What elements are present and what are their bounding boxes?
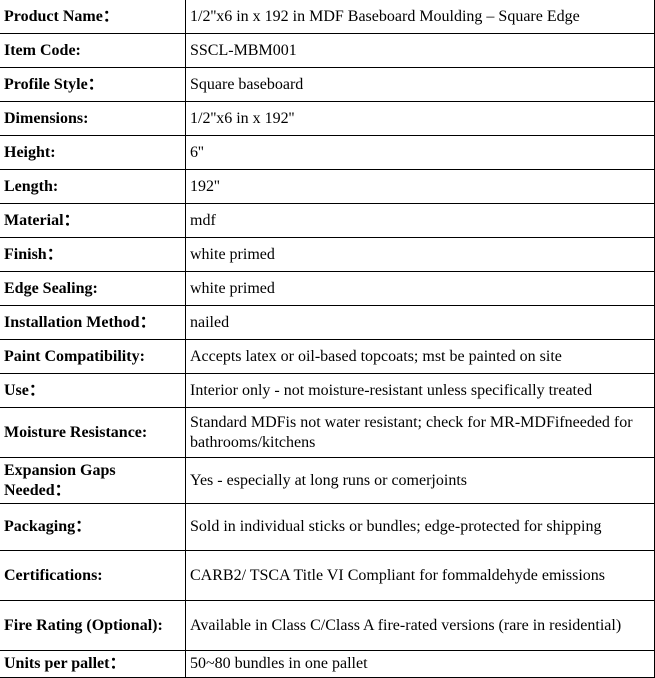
spec-value: Accepts latex or oil-based topcoats; mst… (185, 339, 655, 374)
spec-value: 1/2''x6 in x 192 in MDF Baseboard Mouldi… (185, 0, 655, 34)
spec-row: Units per pallet： 50~80 bundles in one pa… (0, 650, 655, 678)
spec-label: Units per pallet： (0, 650, 186, 678)
spec-label: Length: (0, 169, 186, 204)
spec-row: Use： Interior only - not moisture-resista… (0, 373, 655, 408)
spec-label: Fire Rating (Optional): (0, 600, 186, 651)
spec-label: Profile Style： (0, 67, 186, 102)
spec-value: CARB2/ TSCA Title VI Compliant for fomma… (185, 550, 655, 601)
spec-value: Square baseboard (185, 67, 655, 102)
spec-value: mdf (185, 203, 655, 238)
spec-value: nailed (185, 305, 655, 340)
spec-row: Expansion Gaps Needed： Yes - especially a… (0, 457, 655, 504)
spec-value: white primed (185, 237, 655, 272)
spec-row: Dimensions: 1/2''x6 in x 192'' (0, 101, 655, 136)
spec-label: Installation Method： (0, 305, 186, 340)
spec-row: Product Name： 1/2''x6 in x 192 in MDF Bas… (0, 0, 655, 34)
spec-value: 192'' (185, 169, 655, 204)
spec-value: Yes - especially at long runs or comerjo… (185, 457, 655, 504)
spec-label: Dimensions: (0, 101, 186, 136)
spec-row: Height: 6'' (0, 135, 655, 170)
spec-label: Packaging： (0, 503, 186, 551)
spec-row: Edge Sealing: white primed (0, 271, 655, 306)
spec-row: Packaging： Sold in individual sticks or b… (0, 503, 655, 551)
spec-row: Paint Compatibility: Accepts latex or oil… (0, 339, 655, 374)
spec-row: Certifications: CARB2/ TSCA Title VI Comp… (0, 550, 655, 601)
spec-row: Moisture Resistance: Standard MDFis not w… (0, 407, 655, 458)
spec-label: Expansion Gaps Needed： (0, 457, 186, 504)
spec-label: Finish： (0, 237, 186, 272)
spec-label: Height: (0, 135, 186, 170)
spec-value: Sold in individual sticks or bundles; ed… (185, 503, 655, 551)
spec-value: 6'' (185, 135, 655, 170)
spec-value: Interior only - not moisture-resistant u… (185, 373, 655, 408)
spec-row: Finish： white primed (0, 237, 655, 272)
spec-row: Item Code: SSCL-MBM001 (0, 33, 655, 68)
spec-row: Fire Rating (Optional): Available in Clas… (0, 600, 655, 651)
spec-label: Material： (0, 203, 186, 238)
spec-value: 1/2''x6 in x 192'' (185, 101, 655, 136)
spec-label: Edge Sealing: (0, 271, 186, 306)
spec-row: Installation Method： nailed (0, 305, 655, 340)
spec-value: Standard MDFis not water resistant; chec… (185, 407, 655, 458)
spec-label: Moisture Resistance: (0, 407, 186, 458)
spec-label: Product Name： (0, 0, 186, 34)
spec-value: Available in Class C/Class A fire-rated … (185, 600, 655, 651)
spec-row: Length: 192'' (0, 169, 655, 204)
spec-row: Profile Style： Square baseboard (0, 67, 655, 102)
spec-label: Item Code: (0, 33, 186, 68)
spec-value: 50~80 bundles in one pallet (185, 650, 655, 678)
spec-label: Use： (0, 373, 186, 408)
spec-label: Certifications: (0, 550, 186, 601)
spec-label: Paint Compatibility: (0, 339, 186, 374)
spec-value: SSCL-MBM001 (185, 33, 655, 68)
spec-row: Material： mdf (0, 203, 655, 238)
spec-value: white primed (185, 271, 655, 306)
